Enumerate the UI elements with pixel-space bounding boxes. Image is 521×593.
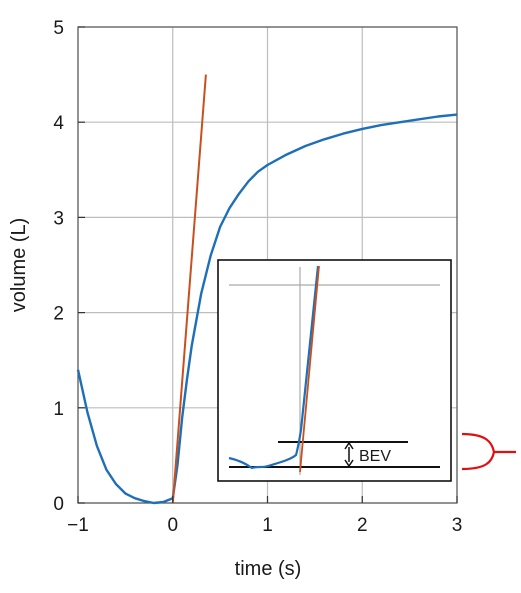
y-tick-label: 5 <box>53 18 64 39</box>
back-extrapolation-line <box>171 74 207 504</box>
x-tick-label: 0 <box>167 515 178 536</box>
y-axis-label: volume (L) <box>8 218 30 312</box>
x-tick-label: −1 <box>67 515 89 536</box>
bev-arrow-head-down <box>344 459 354 468</box>
y-tick-label: 1 <box>53 399 64 420</box>
y-tick-label: 3 <box>53 208 64 229</box>
inset-back-extrapolation-line <box>299 265 320 473</box>
x-tick-label: 1 <box>262 515 273 536</box>
volume-curve <box>76 113 458 505</box>
x-tick-label: 3 <box>452 515 463 536</box>
y-tick-label: 2 <box>53 304 64 325</box>
x-axis-label: time (s) <box>235 558 302 580</box>
bev-arrow-head-up <box>344 441 354 450</box>
inset-frame <box>217 259 452 482</box>
bev-callout-bracket <box>461 432 516 471</box>
inset-volume-curve <box>228 265 320 470</box>
bev-label: BEV <box>359 448 391 465</box>
inset-zoom: BEV <box>217 259 452 482</box>
main-plot-lines <box>76 74 458 505</box>
y-tick-label: 4 <box>53 113 64 134</box>
x-tick-label: 2 <box>357 515 368 536</box>
y-tick-label: 0 <box>53 494 64 515</box>
